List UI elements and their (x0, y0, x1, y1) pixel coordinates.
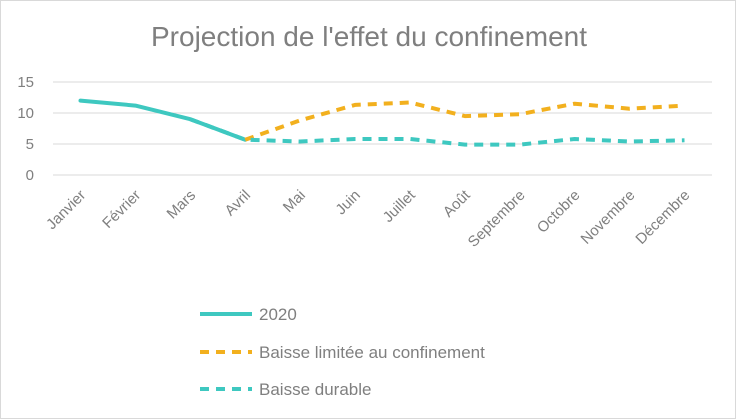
x-tick-label: Mars (164, 187, 200, 223)
series-line-0 (78, 98, 248, 142)
x-tick-label: Juillet (380, 186, 420, 226)
y-axis-ticks: 0 5 10 15 (17, 74, 34, 184)
legend-label: Baisse limitée au confinement (259, 343, 485, 362)
x-tick-label: Avril (222, 187, 254, 219)
x-axis-ticks: Janvier Février Mars Avril Mai Juin Juillet Aoû… (43, 186, 693, 250)
x-tick-label: Novembre (577, 187, 638, 248)
x-tick-label: Janvier (43, 187, 89, 233)
legend-label: Baisse durable (259, 380, 371, 399)
chart-title: Projection de l'effet du confinement (151, 21, 587, 52)
legend-label: 2020 (259, 305, 297, 324)
x-tick-label: Octobre (534, 187, 584, 237)
series-line-1 (244, 100, 685, 142)
x-tick-label: Juin (332, 187, 363, 218)
y-tick-label: 15 (17, 74, 34, 91)
legend: 2020 Baisse limitée au confinement Baisse … (200, 305, 485, 399)
x-tick-label: Décembre (632, 187, 693, 248)
x-tick-label: Février (99, 187, 144, 232)
gridlines (53, 81, 712, 176)
x-tick-label: Mai (280, 187, 309, 216)
x-tick-label: Août (440, 186, 474, 220)
series-lines (78, 98, 685, 147)
series-line-2 (189, 117, 685, 147)
x-tick-label: Septembre (465, 187, 529, 251)
y-tick-label: 5 (26, 136, 34, 153)
y-tick-label: 0 (26, 167, 34, 184)
y-tick-label: 10 (17, 105, 34, 122)
